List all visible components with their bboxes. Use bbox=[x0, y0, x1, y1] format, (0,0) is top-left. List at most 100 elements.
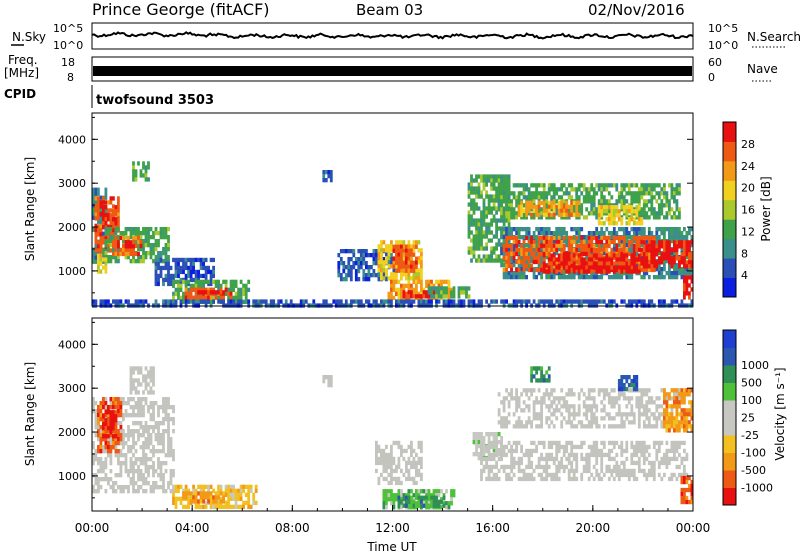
scatter-cell bbox=[254, 484, 258, 489]
scatter-cell bbox=[122, 461, 125, 466]
scatter-cell bbox=[665, 240, 669, 245]
scatter-cell bbox=[109, 235, 113, 240]
noise-left-bottom-tick: 10^0 bbox=[53, 39, 83, 52]
scatter-cell bbox=[119, 299, 123, 304]
scatter-cell bbox=[450, 299, 453, 304]
scatter-cell bbox=[114, 414, 118, 419]
scatter-cell bbox=[104, 200, 108, 205]
scatter-cell bbox=[673, 267, 676, 272]
scatter-cell bbox=[592, 187, 596, 192]
scatter-cell bbox=[97, 449, 100, 454]
scatter-cell bbox=[94, 240, 98, 245]
scatter-cell bbox=[179, 287, 183, 292]
scatter-cell bbox=[117, 216, 120, 221]
noise-right-bottom-tick: 10^0 bbox=[708, 39, 738, 52]
scatter-cell bbox=[132, 429, 135, 434]
scatter-cell bbox=[425, 493, 428, 498]
scatter-cell bbox=[637, 253, 641, 258]
scatter-cell bbox=[377, 268, 381, 273]
scatter-cell bbox=[194, 499, 198, 504]
scatter-cell bbox=[475, 174, 478, 179]
scatter-cell bbox=[637, 231, 641, 236]
scatter-cell bbox=[630, 191, 634, 196]
scatter-cell bbox=[104, 299, 108, 304]
noise-sky-trace bbox=[91, 31, 694, 40]
scatter-cell bbox=[577, 247, 581, 252]
scatter-cell bbox=[207, 290, 210, 295]
scatter-cell bbox=[600, 191, 604, 196]
scatter-cell bbox=[500, 231, 503, 236]
scatter-cell bbox=[637, 187, 641, 192]
scatter-cell bbox=[637, 265, 641, 270]
scatter-cell bbox=[435, 489, 438, 494]
scatter-cell bbox=[537, 263, 541, 268]
scatter-cell bbox=[565, 200, 569, 205]
scatter-cell bbox=[397, 444, 401, 450]
scatter-cell bbox=[247, 299, 251, 304]
scatter-cell bbox=[212, 499, 215, 504]
scatter-cell bbox=[375, 460, 378, 466]
scatter-cell bbox=[207, 265, 210, 271]
scatter-cell bbox=[547, 243, 551, 249]
scatter-cell bbox=[472, 206, 476, 211]
scatter-cell bbox=[555, 269, 559, 274]
scatter-cell bbox=[622, 247, 626, 253]
scatter-cell bbox=[632, 221, 636, 226]
scatter-cell bbox=[407, 264, 411, 269]
scatter-cell bbox=[247, 287, 251, 292]
scatter-cell bbox=[139, 255, 143, 260]
scatter-cell bbox=[507, 263, 511, 269]
scatter-cell bbox=[585, 269, 589, 274]
scatter-cell bbox=[592, 191, 596, 196]
scatter-cell bbox=[675, 240, 679, 245]
scatter-cell bbox=[104, 257, 108, 262]
scatter-cell bbox=[627, 265, 631, 270]
scatter-cell bbox=[467, 182, 471, 187]
scatter-cell bbox=[550, 261, 554, 266]
scatter-cell bbox=[420, 272, 423, 277]
scatter-cell bbox=[97, 204, 100, 209]
beam-label: Beam 03 bbox=[356, 1, 423, 19]
scatter-cell bbox=[665, 252, 669, 257]
scatter-cell bbox=[172, 257, 175, 263]
scatter-cell bbox=[570, 299, 574, 304]
scatter-cell bbox=[660, 299, 664, 304]
scatter-cell bbox=[167, 425, 170, 430]
scatter-cell bbox=[492, 250, 496, 255]
scatter-cell bbox=[522, 299, 526, 304]
scatter-cell bbox=[562, 257, 566, 262]
scatter-cell bbox=[597, 247, 601, 253]
scatter-cell bbox=[525, 215, 528, 220]
scatter-cell bbox=[420, 499, 423, 504]
scatter-cell bbox=[627, 231, 631, 236]
scatter-cell bbox=[144, 386, 148, 391]
scatter-cell bbox=[134, 405, 138, 410]
scatter-cell bbox=[652, 252, 656, 257]
scatter-cell bbox=[127, 429, 130, 434]
scatter-cell bbox=[172, 429, 175, 434]
scatter-cell bbox=[615, 265, 619, 270]
scatter-cell bbox=[117, 235, 120, 240]
scatter-cell bbox=[390, 476, 393, 482]
scatter-cell bbox=[114, 239, 118, 245]
scatter-cell bbox=[217, 488, 220, 493]
scatter-cell bbox=[637, 269, 641, 274]
scatter-cell bbox=[435, 493, 438, 498]
scatter-cell bbox=[149, 251, 153, 256]
scatter-cell bbox=[497, 174, 501, 179]
scatter-cell bbox=[575, 239, 579, 244]
scatter-cell bbox=[675, 275, 679, 280]
scatter-cell bbox=[417, 272, 421, 277]
scatter-cell bbox=[485, 206, 488, 211]
scatter-cell bbox=[577, 203, 581, 208]
scatter-cell bbox=[219, 488, 223, 493]
scatter-cell bbox=[607, 257, 611, 262]
scatter-cell bbox=[602, 195, 606, 200]
scatter-cell bbox=[602, 183, 606, 188]
scatter-cell bbox=[652, 240, 656, 245]
scatter-cell bbox=[577, 212, 581, 217]
scatter-cell bbox=[525, 183, 528, 188]
scatter-cell bbox=[127, 445, 130, 450]
cpid-label: CPID bbox=[4, 87, 36, 101]
